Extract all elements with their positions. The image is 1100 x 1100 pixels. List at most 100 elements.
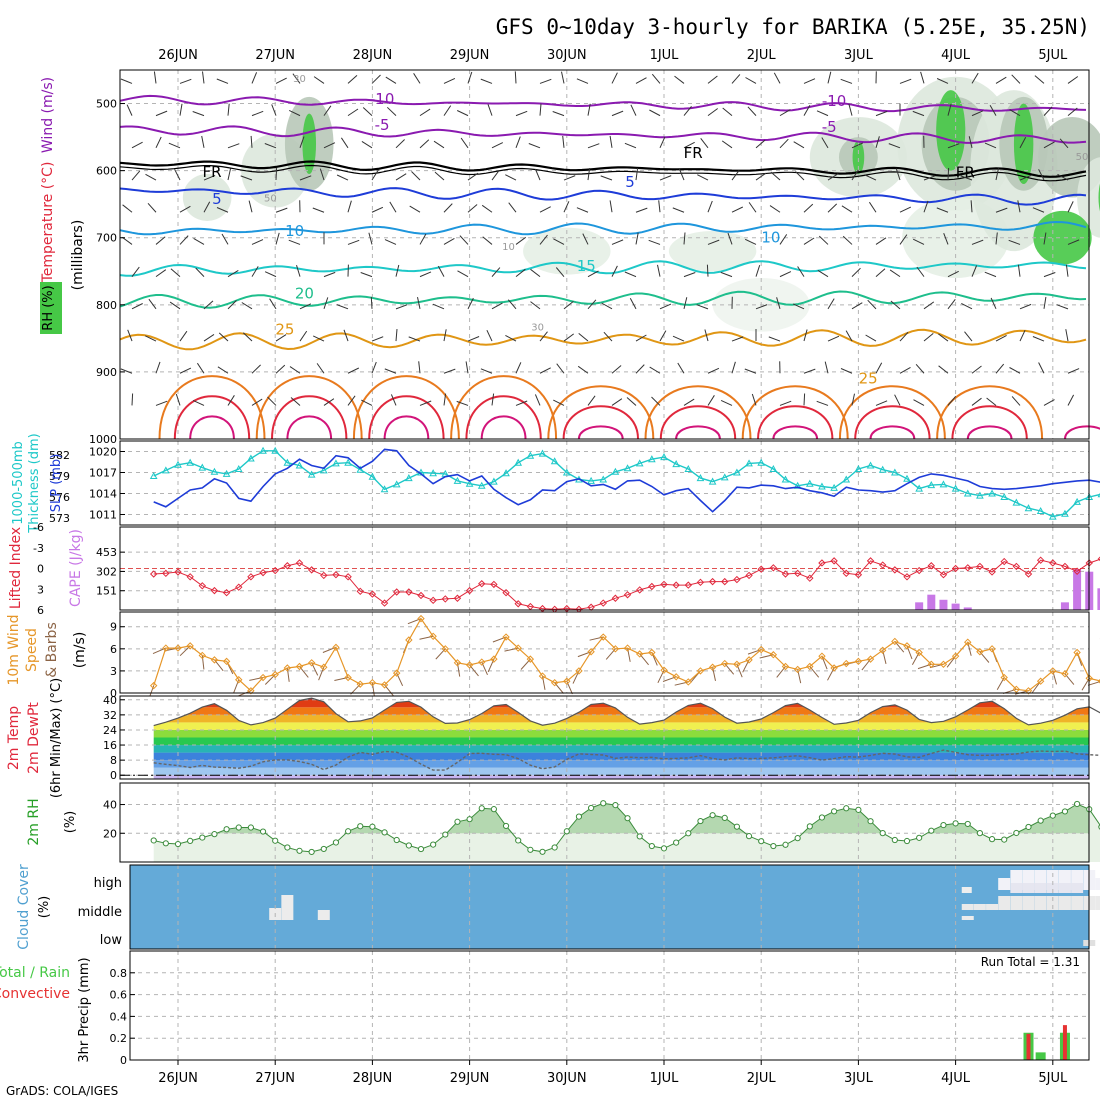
cloud-axis-label: Cloud Cover [16, 864, 32, 950]
wind-speed-point [976, 648, 984, 656]
rh-point [308, 848, 315, 856]
thickness-point [526, 451, 535, 459]
wind-barb [755, 265, 761, 277]
rh-contour-label: 30 [293, 74, 306, 85]
wind-barb [923, 333, 934, 342]
lifted-index-point [222, 589, 231, 597]
lifted-index-point [599, 599, 607, 607]
thickness-point [538, 449, 547, 457]
wind-barb [611, 265, 618, 277]
thickness-point [1061, 509, 1069, 517]
wind-barb [1043, 141, 1055, 149]
li-tick-label: -3 [33, 542, 44, 555]
wind-barb [1009, 109, 1021, 117]
wind-barb [347, 367, 360, 374]
wind-barb [658, 200, 661, 213]
cloud-background [130, 865, 1089, 949]
top-day-label: 28JUN [353, 48, 393, 63]
wind-barb [587, 395, 596, 406]
panel-frame [119, 440, 1090, 526]
wind-barb [418, 361, 421, 374]
dewpoint-line [153, 749, 1100, 771]
thickness-tick-label: 579 [49, 470, 70, 483]
wind-barb [779, 271, 792, 278]
thickness-point [1012, 498, 1021, 506]
wind-barb [875, 136, 880, 148]
thickness-point [854, 464, 863, 472]
near-surface-isotherm [936, 385, 1044, 440]
wind-barb [851, 169, 859, 181]
lifted-index-point [866, 557, 875, 565]
wind-barb [179, 367, 192, 374]
wind-barb [456, 400, 469, 406]
wind-barb [316, 363, 325, 374]
wind-barb [556, 363, 565, 374]
lifted-index-point [1073, 567, 1081, 575]
wind-barb [534, 168, 541, 181]
wind-speed-point [623, 644, 632, 652]
wind-barb [202, 71, 205, 84]
wind-barb [851, 267, 861, 277]
lifted-index-point [295, 559, 304, 567]
pressure-axis-label: (millibars) [70, 220, 86, 291]
wind-barb [323, 271, 336, 278]
middle-cloud-block [281, 895, 294, 920]
wind-barb [515, 400, 528, 406]
lifted-index-point [830, 557, 838, 565]
y-tick-label: 600 [96, 165, 117, 178]
middle-cloud-block [1022, 896, 1035, 910]
near-surface-isotherm [577, 425, 624, 440]
y-tick-label: 302 [96, 565, 117, 578]
rh-point [393, 836, 400, 844]
thickness-point [842, 475, 851, 483]
wind-barb [563, 333, 574, 342]
wind-barb [707, 367, 720, 374]
wind-barb [923, 175, 936, 181]
lifted-index-point [611, 594, 620, 602]
wind-barb [827, 203, 838, 213]
wind-barb [288, 239, 301, 245]
temp2m-axis-label: 2m Temp [6, 706, 22, 770]
y-tick-label: 40 [103, 799, 117, 812]
rh-point [879, 830, 886, 837]
wind-barb [841, 205, 853, 213]
wind-speed-line [153, 617, 1100, 692]
wind-barb [275, 77, 287, 84]
panel-background [120, 612, 1089, 693]
wind-barb [845, 330, 853, 342]
wind-speed-point [672, 673, 680, 681]
wind-barb [803, 237, 815, 245]
rh-point [636, 833, 643, 840]
wind-barb [938, 333, 949, 342]
wind-barb [347, 200, 352, 213]
wind-barb [192, 399, 205, 406]
wind-barb [196, 362, 205, 374]
wind-barb [895, 168, 901, 181]
wind-barb [553, 399, 565, 406]
rh-point [940, 821, 947, 829]
wind-barb [313, 76, 325, 84]
wind-barb [803, 203, 814, 213]
wind-barb [242, 332, 253, 342]
wind-barb [216, 207, 229, 213]
thickness-point [818, 482, 826, 490]
wind-barb [251, 364, 261, 374]
wind-barb [611, 365, 622, 374]
bottom-day-label: 2JUL [747, 1071, 777, 1086]
wind-barb [528, 143, 541, 149]
near-surface-isotherm [189, 415, 235, 440]
thickness-point [562, 468, 571, 476]
rh-point [697, 817, 704, 825]
cape-bar [1060, 602, 1069, 610]
thickness-point [392, 480, 401, 488]
wind-speed-point [405, 636, 413, 644]
thickness-point [587, 476, 595, 484]
top-day-label: 26JUN [158, 48, 198, 63]
wind-barb [323, 142, 336, 149]
wind-barb [323, 105, 332, 116]
thickness-point [599, 475, 608, 483]
thickness-tick-label: 582 [49, 449, 70, 462]
thickness-point [988, 489, 996, 497]
lifted-index-point [465, 586, 474, 595]
wind-speed-point [1061, 670, 1069, 678]
